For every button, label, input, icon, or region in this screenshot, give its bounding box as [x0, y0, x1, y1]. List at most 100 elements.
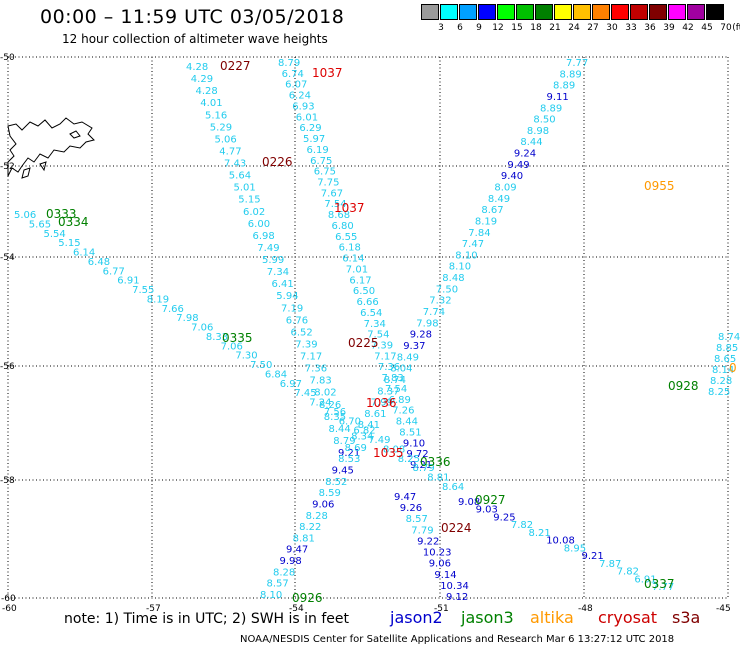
track-a-value: 8.26 [319, 400, 341, 411]
track-c-value: 6.14 [73, 248, 95, 259]
track-c-time: 0334 [58, 215, 89, 229]
track-c-value: 7.55 [132, 285, 154, 296]
track-b-time: 1036 [366, 396, 397, 410]
track-c-value: 7.56 [324, 407, 346, 418]
track-b-value: 6.17 [349, 275, 371, 286]
legend-altika: altika [530, 608, 574, 627]
legend-swatch [592, 4, 610, 20]
track-d-value: 9.24 [514, 149, 536, 160]
track-d-value: 8.81 [293, 533, 315, 544]
track-b-value: 6.14 [342, 254, 364, 265]
track-e-value: 7.79 [411, 525, 433, 536]
track-d-value: 8.19 [475, 217, 497, 228]
track-a-value: 4.28 [186, 62, 208, 73]
track-b-value: 6.07 [285, 80, 307, 91]
track-f-value: 7.77 [652, 582, 674, 593]
legend-swatch [440, 4, 458, 20]
legend-swatch [668, 4, 686, 20]
track-d-value: 8.49 [488, 194, 510, 205]
track-g-value: 8.28 [710, 376, 732, 387]
track-b-time: 1037 [334, 201, 365, 215]
track-d-value: 9.11 [547, 92, 569, 103]
track-c-value: 7.30 [235, 351, 257, 362]
track-b-value: 7.54 [367, 330, 389, 341]
track-c-value: 5.06 [14, 210, 36, 221]
track-e-value: 9.47 [394, 492, 416, 503]
track-a-value: 5.01 [234, 183, 256, 194]
track-d-value: 7.32 [429, 296, 451, 307]
track-c-value: 7.66 [162, 304, 184, 315]
legend-swatch-label: 33 [625, 23, 637, 33]
track-b-value: 6.50 [353, 286, 375, 297]
track-a-value: 6.98 [253, 231, 275, 242]
track-a-value: 5.15 [238, 195, 260, 206]
track-d-value: 7.84 [468, 228, 490, 239]
track-b-value: 8.44 [396, 417, 418, 428]
track-b-value: 9.21 [410, 460, 432, 471]
track-d-value: 7.77 [566, 58, 588, 69]
track-d-value: 8.89 [560, 69, 582, 80]
page-subtitle: 12 hour collection of altimeter wave hei… [62, 32, 328, 46]
track-a-value: 7.49 [257, 243, 279, 254]
lon-label: -60 [2, 604, 17, 614]
track-b-time: 1037 [312, 66, 343, 80]
track-b-value: 7.34 [364, 319, 386, 330]
track-d-time: 0928 [668, 379, 699, 393]
track-b-value: 7.26 [392, 406, 414, 417]
lat-label: -60 [1, 594, 16, 604]
track-c-time: 0335 [222, 331, 253, 345]
track-d-value: 9.40 [501, 171, 523, 182]
legend-swatch-label: 36 [644, 23, 656, 33]
lon-label: -48 [578, 604, 593, 614]
track-c-value: 7.06 [191, 323, 213, 334]
track-a-value: 8.35 [324, 412, 346, 423]
legend-swatch-label: 21 [549, 23, 561, 33]
track-b-value: 6.75 [310, 156, 332, 167]
track-d-value: 8.57 [267, 579, 289, 590]
track-b-value: 6.75 [314, 167, 336, 178]
legend-swatch-label: 3 [438, 23, 444, 33]
track-d-value: 8.74 [384, 375, 406, 386]
track-d-value: 9.98 [280, 556, 302, 567]
track-a-value: 8.44 [329, 424, 351, 435]
track-c-value: 7.45 [294, 388, 316, 399]
track-b-value: 6.80 [332, 221, 354, 232]
track-c-value: 7.49 [368, 435, 390, 446]
track-a-value: 7.36 [305, 364, 327, 375]
track-f-value: 7.82 [617, 567, 639, 578]
track-e-value: 9.22 [417, 536, 439, 547]
track-f-value: 8.21 [529, 528, 551, 539]
track-d-value: 8.61 [364, 409, 386, 420]
track-a-value: 8.02 [314, 388, 336, 399]
track-d-value: 8.09 [494, 183, 516, 194]
track-f-value: 8.95 [564, 543, 586, 554]
legend-swatch-label: 30 [606, 23, 618, 33]
track-c-value: 8.79 [413, 463, 435, 474]
lon-label: -51 [434, 604, 449, 614]
track-a-value: 7.43 [224, 159, 246, 170]
track-b-value: 7.75 [317, 178, 339, 189]
track-d-value: 7.98 [416, 318, 438, 329]
track-b-value: 5.97 [303, 134, 325, 145]
track-e-value: 8.57 [406, 514, 428, 525]
track-d-value: 7.47 [462, 239, 484, 250]
track-c-value: 6.77 [103, 266, 125, 277]
track-b-value: 6.19 [307, 145, 329, 156]
track-a-value: 5.16 [205, 110, 227, 121]
track-a-value: 5.64 [229, 171, 251, 182]
lon-label: -45 [716, 604, 731, 614]
track-d-value: 8.59 [319, 488, 341, 499]
track-b-time: 1035 [373, 446, 404, 460]
track-b-value: 7.39 [371, 341, 393, 352]
track-f-value: 6.91 [634, 574, 656, 585]
track-a-value: 7.83 [310, 376, 332, 387]
lat-label: -56 [0, 362, 15, 372]
track-b-value: 7.83 [382, 373, 404, 384]
track-e-value: 9.12 [446, 592, 468, 603]
track-a-value: 7.17 [300, 352, 322, 363]
track-d-value: 8.98 [527, 126, 549, 137]
track-d-value: 9.45 [332, 466, 354, 477]
track-d-value: 9.06 [312, 499, 334, 510]
track-c-value: 8.08 [383, 445, 405, 456]
